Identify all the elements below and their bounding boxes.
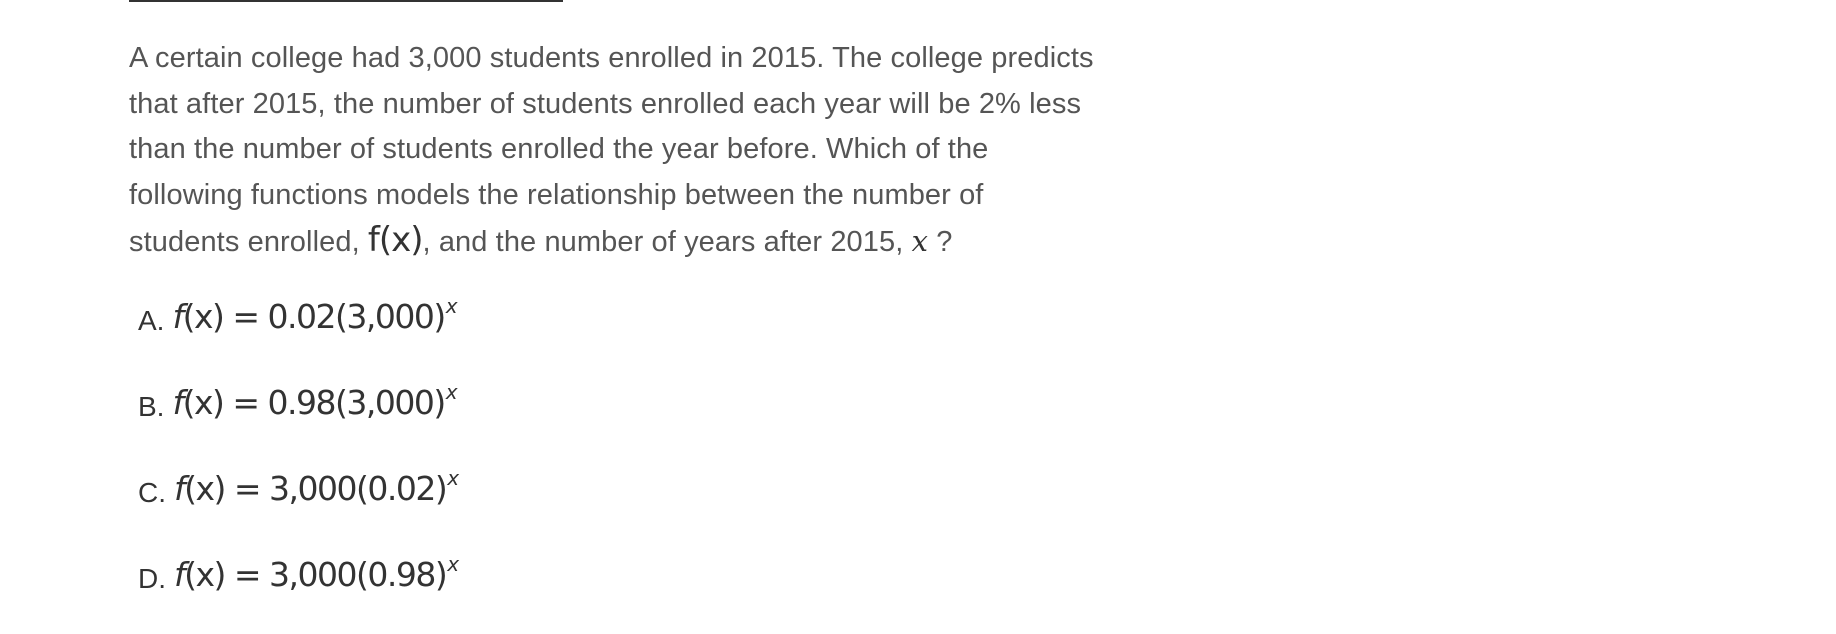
choice-formula: f(x) = 0.98(3,000)x	[172, 380, 458, 422]
question-line: than the number of students enrolled the…	[129, 133, 989, 165]
question-line: that after 2015, the number of students …	[129, 87, 1082, 120]
question-line: following functions models the relations…	[129, 178, 984, 211]
variable-x: x	[911, 224, 929, 258]
function-name: f	[172, 297, 184, 336]
question-text-segment: , and the number of years after 2015,	[422, 226, 912, 258]
answer-choices: A. f(x) = 0.02(3,000)x B. f(x) = 0.98(3,…	[138, 290, 459, 634]
function-name: f	[174, 555, 186, 594]
function-notation: f(x)	[367, 220, 424, 260]
formula-rhs: 3,000(0.98)	[269, 555, 448, 594]
question-line-last: students enrolled, f(x), and the number …	[129, 218, 1189, 266]
formula-exponent: x	[447, 552, 459, 576]
formula-exponent: x	[445, 294, 458, 318]
formula-rhs: 0.98(3,000)	[267, 383, 447, 422]
choice-letter: C.	[138, 477, 166, 508]
choice-c[interactable]: C. f(x) = 3,000(0.02)x	[138, 462, 459, 548]
question-text-segment: ?	[928, 226, 953, 258]
choice-formula: f(x) = 3,000(0.98)x	[174, 552, 459, 594]
question-text: A certain college had 3,000 students enr…	[129, 36, 1189, 266]
choice-letter: A.	[138, 305, 165, 336]
choice-letter: B.	[138, 391, 165, 422]
choice-letter: D.	[138, 563, 166, 594]
choice-d[interactable]: D. f(x) = 3,000(0.98)x	[138, 548, 459, 634]
top-divider	[129, 0, 563, 2]
formula-lhs: (x) =	[182, 383, 268, 422]
formula-rhs: 0.02(3,000)	[267, 297, 447, 336]
formula-lhs: (x) =	[182, 297, 268, 336]
question-text-segment: students enrolled,	[129, 226, 368, 258]
formula-rhs: 3,000(0.02)	[269, 469, 448, 508]
question-line: A certain college had 3,000 students enr…	[129, 42, 1094, 74]
function-name: f	[172, 383, 184, 422]
formula-lhs: (x) =	[184, 555, 270, 594]
function-name: f	[174, 469, 186, 508]
choice-formula: f(x) = 0.02(3,000)x	[172, 294, 458, 336]
formula-lhs: (x) =	[184, 469, 270, 508]
choice-formula: f(x) = 3,000(0.02)x	[174, 466, 459, 508]
formula-exponent: x	[447, 466, 459, 490]
choice-a[interactable]: A. f(x) = 0.02(3,000)x	[138, 290, 458, 376]
formula-exponent: x	[445, 380, 458, 404]
choice-b[interactable]: B. f(x) = 0.98(3,000)x	[138, 376, 458, 462]
